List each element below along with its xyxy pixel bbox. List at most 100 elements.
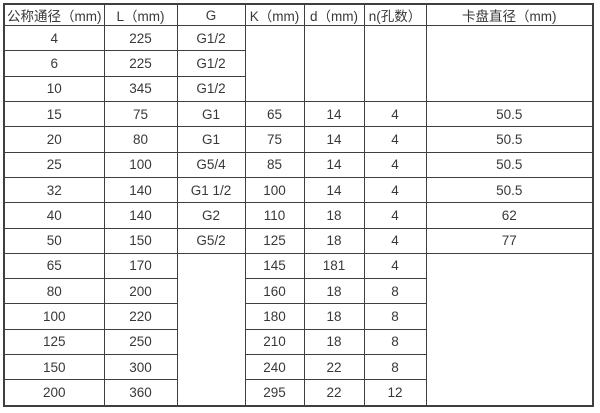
header-g: G [176,3,246,26]
table-row: 20 80 G1 75 14 4 50.5 [3,126,594,153]
cell-dn: 150 [3,354,105,381]
cell-n: 12 [363,379,427,407]
cell-k: 100 [244,176,305,204]
cell-l: 360 [103,379,178,407]
cell-dn: 10 [3,75,105,102]
cell-k: 160 [244,278,305,305]
cell-d: 181 [303,252,365,280]
cell-d: 18 [303,303,365,330]
cell-g: G1/2 [176,24,246,52]
merged-empty-cell-chuck [425,25,594,102]
cell-dn: 80 [3,278,105,305]
cell-d: 18 [303,227,365,254]
cell-l: 150 [103,227,178,254]
cell-k: 75 [244,126,305,153]
cell-n: 8 [363,328,427,356]
cell-dn: 100 [3,303,105,330]
cell-dn: 15 [3,100,105,128]
table-row: 32 140 G1 1/2 100 14 4 50.5 [3,176,594,204]
cell-dn: 32 [3,176,105,204]
cell-g: G1 1/2 [176,176,246,204]
cell-k: 65 [244,100,305,128]
cell-dn: 50 [3,227,105,254]
cell-l: 75 [103,100,178,128]
cell-g: G5/4 [176,151,246,178]
cell-n: 8 [363,354,427,381]
cell-k: 145 [244,252,305,280]
table-row: 15 75 G1 65 14 4 50.5 [3,100,594,128]
cell-chuck: 50.5 [425,100,594,128]
header-row: 公称通径（mm) L（mm) G K（mm) d（mm) n(孔数） 卡盘直径（… [3,3,594,26]
cell-n: 4 [363,227,427,254]
cell-n: 4 [363,151,427,178]
cell-d: 14 [303,151,365,178]
header-k: K（mm) [244,3,305,26]
merged-empty-cell-n [363,25,427,102]
merged-empty-cell-chuck [425,252,594,407]
table-row: 40 140 G2 110 18 4 62 [3,202,594,229]
table-row: 65 170 145 181 4 [3,252,594,407]
cell-l: 250 [103,328,178,356]
cell-g: G1/2 [176,75,246,102]
cell-n: 4 [363,176,427,204]
cell-d: 14 [303,176,365,204]
cell-d: 22 [303,379,365,407]
cell-n: 4 [363,100,427,128]
cell-g: G2 [176,202,246,229]
cell-n: 4 [363,126,427,153]
merged-empty-cell-k [244,25,305,102]
cell-d: 14 [303,100,365,128]
cell-d: 18 [303,328,365,356]
table-row: 25 100 G5/4 85 14 4 50.5 [3,151,594,178]
cell-k: 240 [244,354,305,381]
header-chuck-diameter: 卡盘直径（mm) [425,3,594,26]
cell-l: 200 [103,278,178,305]
cell-d: 18 [303,278,365,305]
cell-dn: 65 [3,252,105,280]
cell-g: G1/2 [176,50,246,77]
cell-chuck: 50.5 [425,151,594,178]
cell-k: 125 [244,227,305,254]
cell-dn: 6 [3,50,105,77]
cell-chuck: 62 [425,202,594,229]
table-row: 50 150 G5/2 125 18 4 77 [3,227,594,254]
cell-chuck: 50.5 [425,176,594,204]
cell-l: 170 [103,252,178,280]
cell-k: 180 [244,303,305,330]
spec-table: 公称通径（mm) L（mm) G K（mm) d（mm) n(孔数） 卡盘直径（… [3,3,594,407]
cell-dn: 25 [3,151,105,178]
table-row: 125 250 210 18 8 [3,328,593,356]
cell-k: 110 [244,202,305,229]
table-row: 4 225 G1/2 [3,24,594,102]
table-row: 200 360 295 22 12 [3,379,593,407]
cell-g: G5/2 [176,227,246,254]
cell-n: 4 [363,252,427,280]
cell-dn: 200 [3,379,105,407]
cell-l: 140 [103,176,178,204]
header-nominal-diameter: 公称通径（mm) [3,3,105,26]
cell-n: 8 [363,278,427,305]
cell-l: 345 [103,75,178,102]
merged-empty-cell-g [176,252,246,407]
table-row: 150 300 240 22 8 [3,354,593,381]
cell-n: 4 [363,202,427,229]
cell-l: 220 [103,303,178,330]
cell-dn: 20 [3,126,105,153]
cell-d: 18 [303,202,365,229]
cell-k: 210 [244,328,305,356]
cell-dn: 125 [3,328,105,356]
cell-n: 8 [363,303,427,330]
cell-g: G1 [176,126,246,153]
merged-empty-cell-d [303,25,365,102]
table-row: 80 200 160 18 8 [3,278,593,305]
cell-l: 140 [103,202,178,229]
cell-l: 300 [103,354,178,381]
cell-l: 225 [103,50,178,77]
header-l: L（mm) [103,3,178,26]
cell-k: 295 [244,379,305,407]
cell-d: 22 [303,354,365,381]
cell-l: 80 [103,126,178,153]
cell-d: 14 [303,126,365,153]
cell-dn: 4 [3,24,105,52]
cell-g: G1 [176,100,246,128]
